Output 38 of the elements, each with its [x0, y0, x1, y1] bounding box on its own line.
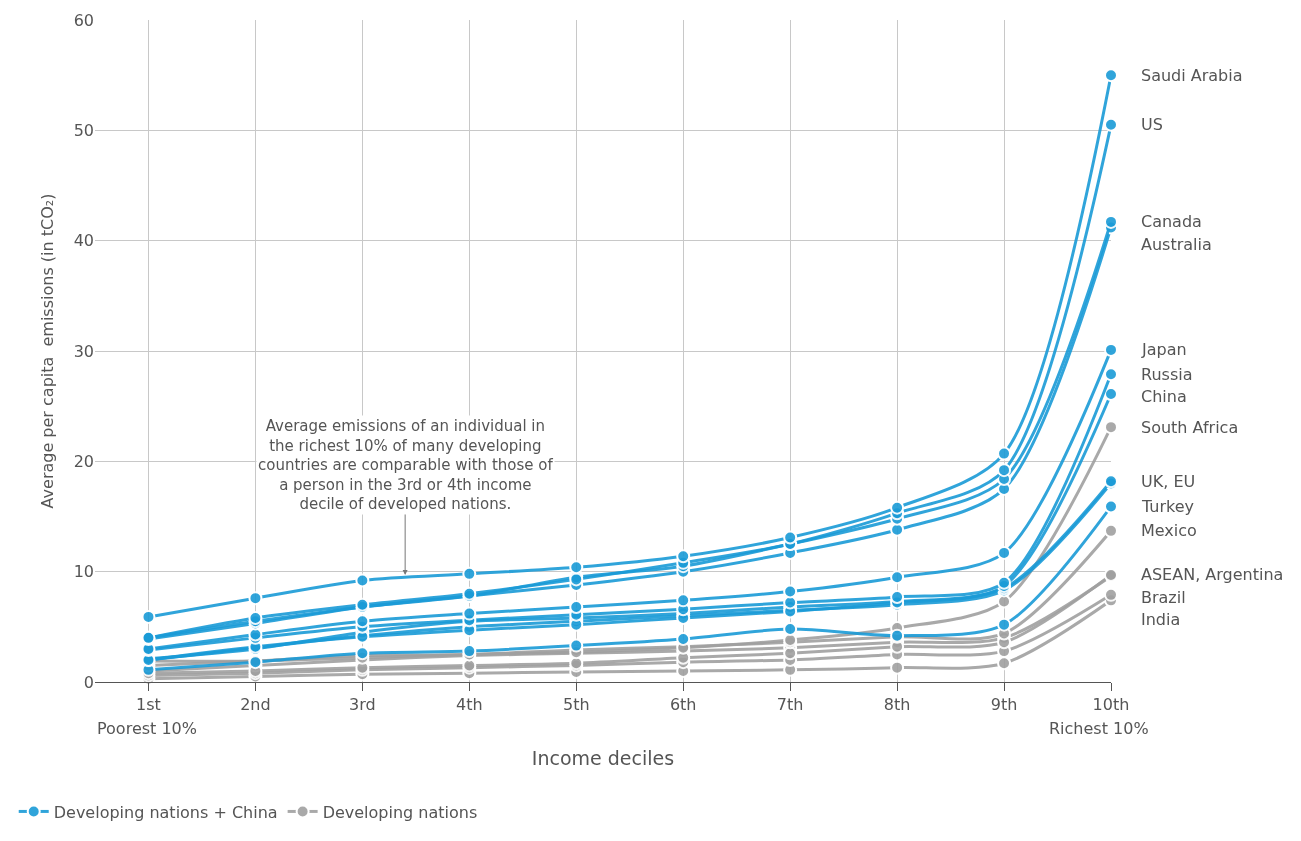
y-tick-label: 0 — [83, 672, 94, 692]
x-tick-label: 4th — [456, 695, 483, 715]
text: Richest 10% — [1049, 719, 1149, 738]
x-tick-label: 6th — [669, 695, 697, 715]
annotation: Canada — [1141, 212, 1202, 231]
annotation: China — [1141, 387, 1187, 406]
annotation: ASEAN, Argentina — [1141, 565, 1284, 584]
x-tick-label: 2nd — [240, 695, 271, 715]
annotation: Mexico — [1141, 521, 1197, 540]
y-axis-title: Average per capita emissions (in tCO₂) — [38, 193, 57, 509]
y-tick-label: 40 — [73, 231, 94, 251]
y-tick-label: 50 — [73, 120, 94, 140]
annotation: US — [1141, 115, 1163, 134]
x-tick-label: 1st — [136, 695, 161, 715]
x-tick-label: 9th — [990, 695, 1018, 715]
x-tick-label: 10th — [1092, 695, 1130, 715]
x-tick-label: 8th — [883, 695, 911, 715]
annotation: Russia — [1141, 365, 1193, 384]
annotation: UK, EU — [1141, 472, 1196, 491]
x-tick-label: 7th — [776, 695, 804, 715]
x-tick-label: 3rd — [349, 695, 376, 715]
annotation: South Africa — [1141, 418, 1239, 437]
x-tick-label: 5th — [562, 695, 590, 715]
text: Poorest 10% — [97, 719, 197, 738]
annotation: Brazil — [1141, 588, 1186, 607]
annotation: Japan — [1141, 340, 1187, 359]
legend-label: Developing nations + China — [53, 802, 278, 822]
annotation: Australia — [1141, 235, 1212, 254]
annotation: India — [1141, 610, 1181, 629]
x-axis-title: Income deciles — [531, 747, 675, 769]
y-tick-label: 10 — [73, 562, 94, 582]
y-tick-label: 20 — [73, 451, 94, 471]
annotation: Average emissions of an individual in the richest 10% of many developing countries are comparable with those of a person in the 3rd or 4th income decile of developed nations. — [258, 417, 554, 513]
y-tick-label: 30 — [73, 341, 94, 361]
annotation: Saudi Arabia — [1141, 66, 1243, 85]
annotation: Turkey — [1141, 497, 1195, 516]
legend-label: Developing nations — [322, 802, 478, 822]
y-tick-label: 60 — [73, 10, 94, 30]
